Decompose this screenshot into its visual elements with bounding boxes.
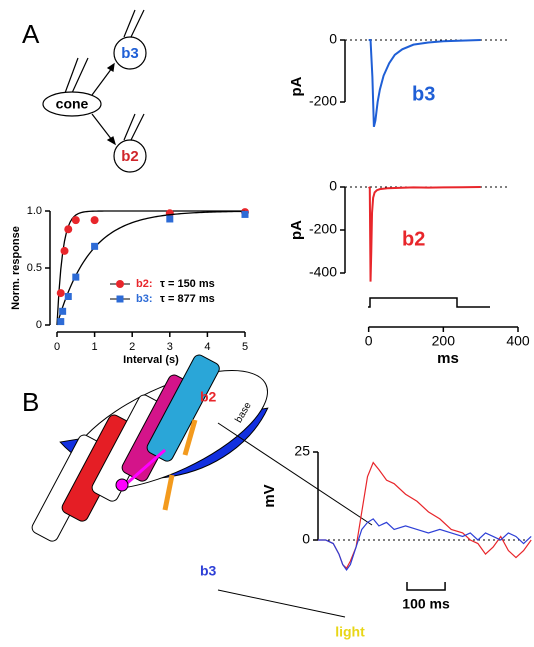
series-label: b3 bbox=[200, 563, 217, 579]
x-tick-label: 400 bbox=[506, 333, 530, 349]
legend-marker bbox=[116, 295, 124, 303]
data-point bbox=[64, 225, 73, 234]
legend-marker bbox=[116, 280, 124, 288]
legend-label: b3: bbox=[136, 293, 153, 305]
fit-curve bbox=[56, 210, 245, 326]
node-label: b3 bbox=[121, 45, 139, 62]
circuit-diagram bbox=[42, 9, 147, 173]
trace bbox=[367, 186, 481, 282]
node-label: cone bbox=[56, 96, 89, 112]
y-tick-label: 0 bbox=[329, 31, 337, 47]
y-axis-label: pA bbox=[288, 76, 305, 96]
x-tick-label: 2 bbox=[129, 341, 135, 353]
data-point bbox=[166, 215, 174, 223]
legend-label: τ = 150 ms bbox=[160, 278, 215, 290]
y-tick-label: 0 bbox=[302, 531, 310, 547]
legend-label: τ = 877 ms bbox=[160, 293, 215, 305]
scale-bar bbox=[406, 582, 446, 591]
y-tick-label: 0 bbox=[36, 319, 42, 331]
data-point bbox=[59, 307, 67, 315]
data-point bbox=[90, 216, 99, 225]
arrow bbox=[217, 589, 346, 618]
trace bbox=[368, 39, 481, 128]
rod-cartoon bbox=[31, 354, 269, 542]
x-tick-label: 200 bbox=[432, 333, 456, 349]
y-tick-label: 1.0 bbox=[27, 205, 42, 217]
node-label: b2 bbox=[121, 148, 139, 165]
x-tick-label: 4 bbox=[204, 341, 210, 353]
arrow bbox=[217, 422, 373, 526]
data-point bbox=[72, 273, 80, 281]
light-label: light bbox=[335, 624, 365, 640]
data-point bbox=[57, 318, 65, 326]
x-axis-label: Interval (s) bbox=[123, 354, 179, 366]
panel-label: A bbox=[22, 19, 40, 49]
y-tick-label: -200 bbox=[309, 221, 337, 237]
y-tick-label: -400 bbox=[309, 264, 337, 280]
data-point bbox=[91, 242, 99, 250]
trace bbox=[318, 518, 532, 571]
fit-curve bbox=[56, 210, 246, 326]
stimulus-trace bbox=[368, 297, 490, 308]
trace bbox=[318, 461, 532, 570]
data-point bbox=[71, 216, 80, 225]
y-tick-label: 0.5 bbox=[27, 262, 42, 274]
series-label: b2 bbox=[200, 389, 217, 405]
x-tick-label: 5 bbox=[242, 341, 248, 353]
y-tick-label: 25 bbox=[294, 443, 310, 459]
x-axis-label: ms bbox=[437, 350, 459, 367]
series-label: b3 bbox=[412, 83, 435, 105]
panel-label: B bbox=[22, 387, 39, 417]
data-point bbox=[56, 289, 65, 298]
data-point bbox=[241, 210, 249, 218]
y-axis-label: pA bbox=[288, 220, 305, 240]
y-tick-label: -200 bbox=[309, 93, 337, 109]
series-label: b2 bbox=[402, 228, 425, 250]
y-axis-label: mV bbox=[261, 484, 278, 507]
y-tick-label: 0 bbox=[329, 178, 337, 194]
x-tick-label: 1 bbox=[92, 341, 98, 353]
legend-label: b2: bbox=[136, 278, 153, 290]
data-point bbox=[64, 293, 72, 300]
light-box bbox=[330, 623, 370, 640]
x-tick-label: 0 bbox=[365, 333, 373, 349]
x-tick-label: 3 bbox=[167, 341, 173, 353]
y-axis-label: Norm. response bbox=[10, 226, 22, 310]
x-tick-label: 0 bbox=[54, 341, 60, 353]
scale-bar-label: 100 ms bbox=[402, 596, 450, 612]
data-point bbox=[60, 246, 69, 255]
